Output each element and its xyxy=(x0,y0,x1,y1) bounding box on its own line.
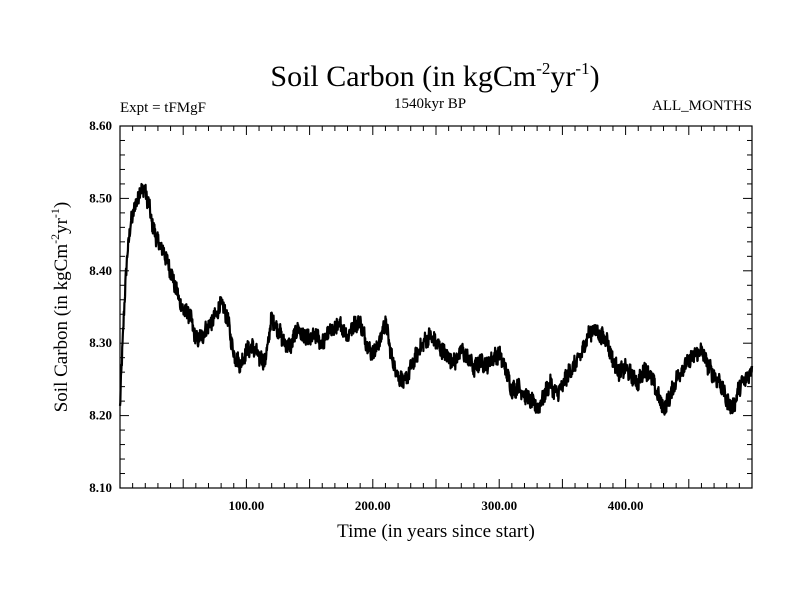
x-tick-label: 400.00 xyxy=(608,498,644,513)
y-axis-label: Soil Carbon (in kgCm-2yr-1) xyxy=(48,202,72,413)
period-label: 1540kyr BP xyxy=(394,96,466,112)
y-tick-label: 8.10 xyxy=(89,480,112,495)
x-axis-ticks: 100.00 200.00 300.00 400.00 xyxy=(132,126,740,513)
soil-carbon-series-line xyxy=(118,182,754,416)
y-tick-label: 8.50 xyxy=(89,190,112,205)
chart-title: Soil Carbon (in kgCm-2yr-1) xyxy=(270,59,599,93)
y-tick-label: 8.30 xyxy=(89,335,112,350)
y-tick-label: 8.60 xyxy=(89,118,112,133)
x-tick-label: 200.00 xyxy=(355,498,391,513)
y-tick-label: 8.20 xyxy=(89,408,112,423)
x-axis-label: Time (in years since start) xyxy=(337,521,535,542)
x-tick-label: 100.00 xyxy=(229,498,265,513)
months-label: ALL_MONTHS xyxy=(652,98,752,114)
x-tick-label: 300.00 xyxy=(481,498,517,513)
y-tick-label: 8.40 xyxy=(89,263,112,278)
experiment-label: Expt = tFMgF xyxy=(120,100,206,116)
